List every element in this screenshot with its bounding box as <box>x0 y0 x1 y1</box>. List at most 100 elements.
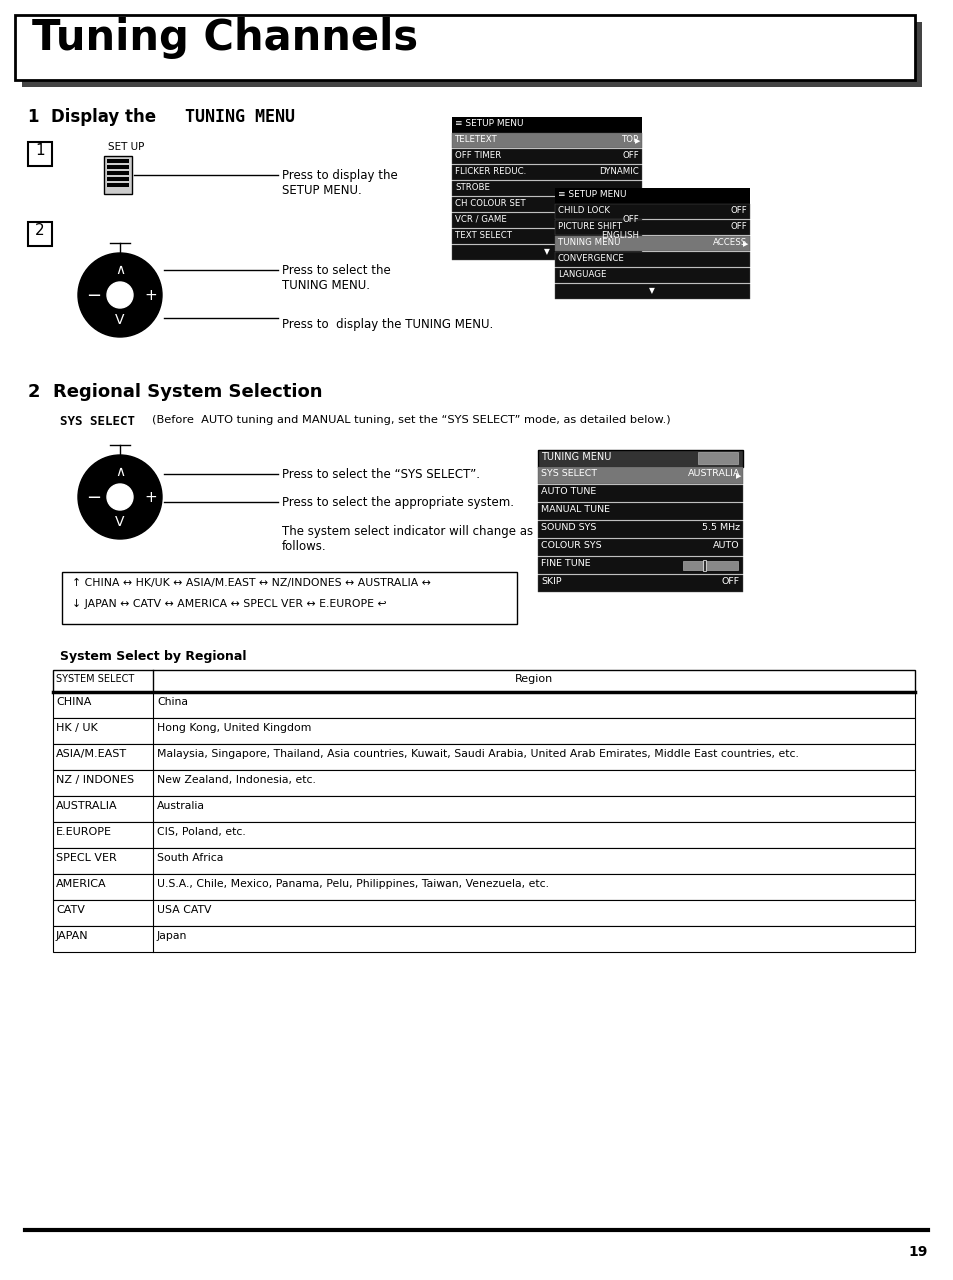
Bar <box>682 561 738 570</box>
Text: CHINA: CHINA <box>56 698 91 707</box>
Text: 19: 19 <box>907 1245 927 1260</box>
Bar <box>53 669 914 692</box>
Bar <box>15 15 914 79</box>
Bar <box>555 268 749 283</box>
Bar <box>537 521 742 538</box>
Text: USA CATV: USA CATV <box>157 905 212 915</box>
Text: SYS SELECT: SYS SELECT <box>540 468 597 477</box>
Bar <box>537 451 742 467</box>
Bar <box>555 204 749 219</box>
Text: STROBE: STROBE <box>455 183 490 192</box>
Text: TUNING MENU: TUNING MENU <box>540 452 611 462</box>
Bar <box>537 539 742 556</box>
Text: Japan: Japan <box>157 931 187 941</box>
Bar <box>53 925 914 952</box>
Text: Malaysia, Singapore, Thailand, Asia countries, Kuwait, Saudi Arabia, United Arab: Malaysia, Singapore, Thailand, Asia coun… <box>157 749 798 759</box>
Bar <box>537 503 742 520</box>
Text: OFF: OFF <box>729 221 746 230</box>
Text: ▶: ▶ <box>735 474 740 479</box>
Text: 2  Regional System Selection: 2 Regional System Selection <box>28 383 322 401</box>
Text: OFF: OFF <box>729 206 746 215</box>
Text: OFF: OFF <box>621 151 639 160</box>
Bar <box>555 236 749 251</box>
Text: U.S.A., Chile, Mexico, Panama, Pelu, Philippines, Taiwan, Venezuela, etc.: U.S.A., Chile, Mexico, Panama, Pelu, Phi… <box>157 879 548 890</box>
Text: 2: 2 <box>35 223 45 238</box>
Text: ∧: ∧ <box>114 465 125 479</box>
Text: FLICKER REDUC.: FLICKER REDUC. <box>455 166 526 175</box>
Text: CHILD LOCK: CHILD LOCK <box>558 206 609 215</box>
Text: Region: Region <box>515 675 553 684</box>
Text: OFF: OFF <box>621 215 639 224</box>
Bar <box>53 796 914 822</box>
Text: AMERICA: AMERICA <box>56 879 107 890</box>
Text: AUTO TUNE: AUTO TUNE <box>540 486 596 495</box>
Circle shape <box>107 282 132 308</box>
Circle shape <box>78 253 162 337</box>
Text: (Before  AUTO tuning and MANUAL tuning, set the “SYS SELECT” mode, as detailed b: (Before AUTO tuning and MANUAL tuning, s… <box>152 415 670 425</box>
Text: HK / UK: HK / UK <box>56 723 97 733</box>
Bar <box>53 847 914 874</box>
Bar <box>53 822 914 847</box>
Bar <box>53 744 914 771</box>
Circle shape <box>107 484 132 509</box>
Text: OFF: OFF <box>721 577 740 586</box>
Text: TUNING MENU: TUNING MENU <box>558 238 619 247</box>
Text: SOUND SYS: SOUND SYS <box>540 524 596 532</box>
Bar <box>53 874 914 900</box>
Text: VCR / GAME: VCR / GAME <box>455 215 506 224</box>
Text: SKIP: SKIP <box>540 577 561 586</box>
Bar <box>537 557 742 573</box>
Text: ASIA/M.EAST: ASIA/M.EAST <box>56 749 127 759</box>
Bar <box>53 900 914 925</box>
Bar <box>107 183 129 187</box>
Text: ≡ SETUP MENU: ≡ SETUP MENU <box>558 189 626 198</box>
Bar <box>62 572 517 623</box>
Text: TUNING MENU: TUNING MENU <box>185 108 294 125</box>
Text: LANGUAGE: LANGUAGE <box>558 270 606 279</box>
Bar <box>537 485 742 502</box>
Text: New Zealand, Indonesia, etc.: New Zealand, Indonesia, etc. <box>157 774 315 785</box>
Circle shape <box>78 454 162 539</box>
Text: ENGLISH: ENGLISH <box>600 230 639 241</box>
Bar <box>452 244 641 260</box>
Text: The system select indicator will change as
follows.: The system select indicator will change … <box>282 525 533 553</box>
Text: SET UP: SET UP <box>108 142 144 152</box>
Text: China: China <box>157 698 188 707</box>
Text: NZ / INDONES: NZ / INDONES <box>56 774 134 785</box>
Bar <box>107 177 129 180</box>
Bar <box>452 212 641 228</box>
Text: CONVERGENCE: CONVERGENCE <box>558 253 624 262</box>
Text: FINE TUNE: FINE TUNE <box>540 559 590 568</box>
Bar <box>555 284 749 300</box>
Text: Press to select the appropriate system.: Press to select the appropriate system. <box>282 495 514 509</box>
Text: Australia: Australia <box>157 801 205 812</box>
Text: CH COLOUR SET: CH COLOUR SET <box>455 198 525 207</box>
Text: E.EUROPE: E.EUROPE <box>56 827 112 837</box>
Text: +: + <box>144 490 156 506</box>
Text: JAPAN: JAPAN <box>56 931 89 941</box>
Text: ▶: ▶ <box>634 138 639 143</box>
Text: V: V <box>115 314 125 326</box>
Text: South Africa: South Africa <box>157 852 223 863</box>
Text: −: − <box>86 489 101 507</box>
Text: Press to select the “SYS SELECT”.: Press to select the “SYS SELECT”. <box>282 468 479 481</box>
Bar <box>452 148 641 164</box>
Text: TEXT SELECT: TEXT SELECT <box>455 230 512 241</box>
Text: SYSTEM SELECT: SYSTEM SELECT <box>56 675 134 684</box>
Text: ACCESS: ACCESS <box>712 238 746 247</box>
Text: COLOUR SYS: COLOUR SYS <box>540 541 601 550</box>
Bar <box>107 172 129 175</box>
Bar <box>22 22 921 87</box>
Text: 5.5 MHz: 5.5 MHz <box>701 524 740 532</box>
Bar <box>53 692 914 718</box>
Text: AUTO: AUTO <box>713 541 740 550</box>
Bar <box>537 467 742 484</box>
Text: TOP: TOP <box>621 134 639 143</box>
Bar <box>53 718 914 744</box>
Text: V: V <box>115 515 125 529</box>
Bar <box>537 575 742 591</box>
Text: Press to display the
SETUP MENU.: Press to display the SETUP MENU. <box>282 169 397 197</box>
Bar <box>555 220 749 236</box>
Text: DYNAMIC: DYNAMIC <box>598 166 639 175</box>
Text: TELETEXT: TELETEXT <box>455 134 497 143</box>
